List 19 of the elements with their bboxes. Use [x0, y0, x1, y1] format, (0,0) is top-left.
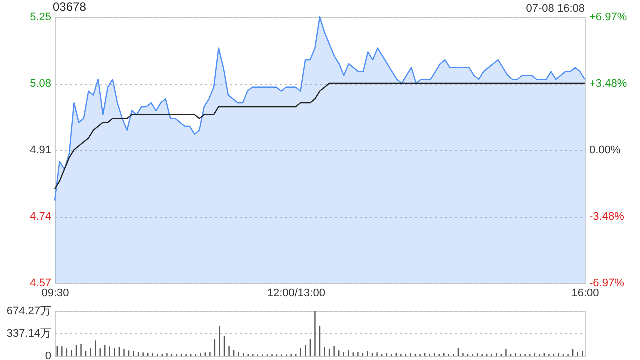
y2-tick-label: -3.48%: [590, 210, 625, 223]
y-tick-label: 4.91: [30, 144, 52, 156]
chart-title: 03678: [53, 0, 87, 14]
y-tick-label: 0: [45, 350, 52, 360]
x-tick-label: 16:00: [572, 288, 600, 300]
y-tick-label: 4.57: [30, 278, 52, 290]
x-tick-label: 09:30: [42, 288, 70, 300]
y2-tick-label: +3.48%: [590, 78, 628, 90]
line-series: [54, 82, 586, 190]
y2-tick-label: 0.00%: [590, 144, 621, 156]
text: 07-08 16:08: [526, 3, 585, 15]
y-tick-label: 5.25: [30, 12, 52, 24]
y-tick-label: 4.74: [30, 211, 52, 223]
y-tick-label: 337.14万: [6, 328, 52, 340]
y2-tick-label: -6.97%: [590, 278, 625, 290]
x-tick-label: 12:00/13:00: [267, 288, 326, 300]
y-tick-label: 5.08: [30, 78, 52, 90]
y2-tick-label: +6.97%: [590, 12, 628, 24]
y-tick-label: 674.27万: [6, 306, 52, 318]
